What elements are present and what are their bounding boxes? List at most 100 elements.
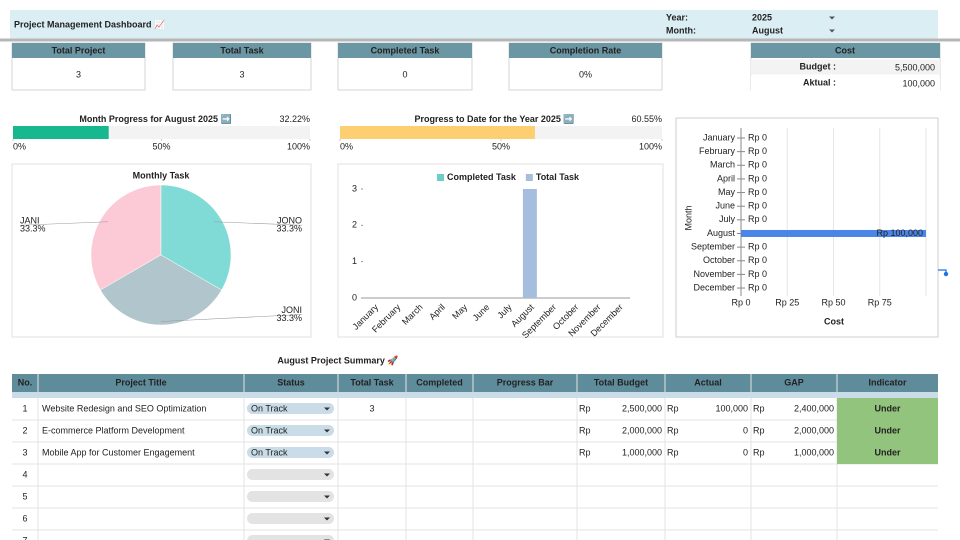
y-axis-label: Month (683, 205, 693, 230)
pie-panel (11, 163, 312, 338)
pie-value-label: 33.3% (276, 224, 302, 234)
value-label: Rp 100,000 (876, 228, 923, 238)
indicator-cell (837, 398, 938, 420)
x-tick-label: Rp 75 (868, 297, 892, 307)
y-tick-label: 0 (352, 292, 357, 302)
y-tick-label: April (717, 173, 735, 183)
status-dropdown[interactable] (247, 403, 334, 414)
value-label: Rp 0 (748, 269, 767, 279)
amount: 2,500,000 (622, 403, 662, 413)
status-dropdown[interactable] (247, 425, 334, 436)
y-tick-label: October (703, 255, 735, 265)
currency: Rp (579, 403, 591, 413)
amount: 2,000,000 (622, 425, 662, 435)
column-header: No. (18, 377, 33, 387)
x-tick-label: Rp 0 (731, 297, 750, 307)
currency: Rp (667, 425, 679, 435)
progress-tick-label: 0% (13, 141, 26, 151)
bar (741, 229, 926, 237)
card-value: 0% (579, 69, 592, 79)
pie-label: JONO (277, 216, 302, 226)
value-label: Rp 0 (748, 132, 767, 142)
value-label: Rp 0 (748, 201, 767, 211)
bar (522, 189, 537, 298)
column-header: Total Task (350, 377, 394, 387)
cell-text: 3 (369, 403, 374, 413)
row-number: 5 (22, 491, 27, 501)
title: Project Management Dashboard 📈 (14, 18, 165, 29)
amount: 100,000 (715, 403, 748, 413)
amount: 2,000,000 (794, 425, 834, 435)
progress-tick-label: 50% (152, 141, 170, 151)
year-label: Year: (666, 12, 688, 22)
status-text: On Track (251, 425, 288, 435)
pie-value-label: 33.3% (276, 313, 302, 323)
status-dropdown[interactable] (247, 491, 334, 502)
y-tick-label: July (719, 214, 736, 224)
y-tick-label: August (707, 228, 736, 238)
y-tick-label: February (699, 146, 736, 156)
status-text: On Track (251, 403, 288, 413)
y-tick-label: November (693, 269, 735, 279)
x-axis-label: Cost (824, 316, 844, 326)
summary-title: August Project Summary 🚀 (277, 354, 398, 365)
amount: 1,000,000 (622, 447, 662, 457)
cost-value: 100,000 (902, 78, 935, 88)
cost-label: Aktual : (803, 77, 836, 87)
leader-line (213, 221, 303, 226)
currency: Rp (579, 447, 591, 457)
y-tick-label: December (693, 282, 735, 292)
cost-row (751, 59, 940, 75)
indicator-text: Under (874, 425, 901, 435)
cost-row (751, 75, 940, 91)
card-label: Cost (835, 45, 855, 55)
column-header: Completed (416, 377, 463, 387)
column-header: Actual (694, 377, 722, 387)
header-band (10, 10, 938, 39)
status-dropdown[interactable] (247, 513, 334, 524)
indicator-cell (837, 420, 938, 442)
project-title: E-commerce Platform Development (42, 425, 185, 435)
card-label: Completed Task (371, 45, 441, 55)
dropdown-arrow (324, 451, 330, 455)
currency: Rp (753, 447, 765, 457)
y-tick-label: September (691, 241, 735, 251)
progress-fill (340, 126, 535, 139)
project-title: Mobile App for Customer Engagement (42, 447, 195, 457)
progress-tick-label: 100% (639, 141, 662, 151)
row-number: 3 (22, 447, 27, 457)
pie-slice (100, 254, 222, 326)
column-header: Project Title (115, 377, 166, 387)
month: August (752, 25, 783, 35)
dropdown-arrow (324, 407, 330, 411)
hbar-panel (675, 117, 939, 338)
legend-label: Completed Task (447, 172, 517, 182)
indicator-text: Under (874, 403, 901, 413)
y-tick-label: 1 (352, 256, 357, 266)
column-header: Indicator (868, 377, 907, 387)
leader-line (160, 314, 303, 322)
row-number: 2 (22, 425, 27, 435)
dropdown-arrow (829, 29, 835, 33)
card-label: Total Task (220, 45, 264, 55)
card-label: Total Project (52, 45, 106, 55)
column-header: Progress Bar (497, 377, 554, 387)
amount: 2,400,000 (794, 403, 834, 413)
status-dropdown[interactable] (247, 535, 334, 540)
status-dropdown[interactable] (247, 469, 334, 480)
amount: 1,000,000 (794, 447, 834, 457)
bar-panel (337, 163, 664, 338)
status-text: On Track (251, 447, 288, 457)
value-label: Rp 0 (748, 160, 767, 170)
value-label: Rp 0 (748, 187, 767, 197)
chart-title: Monthly Task (133, 170, 191, 180)
row-number: 7 (22, 535, 27, 540)
status-dropdown[interactable] (247, 447, 334, 458)
value-label: Rp 0 (748, 255, 767, 265)
row-number: 4 (22, 469, 27, 479)
legend-swatch (437, 174, 444, 181)
card-header (509, 43, 662, 58)
card-value: 0 (402, 69, 407, 79)
x-tick-label: Rp 50 (821, 297, 845, 307)
